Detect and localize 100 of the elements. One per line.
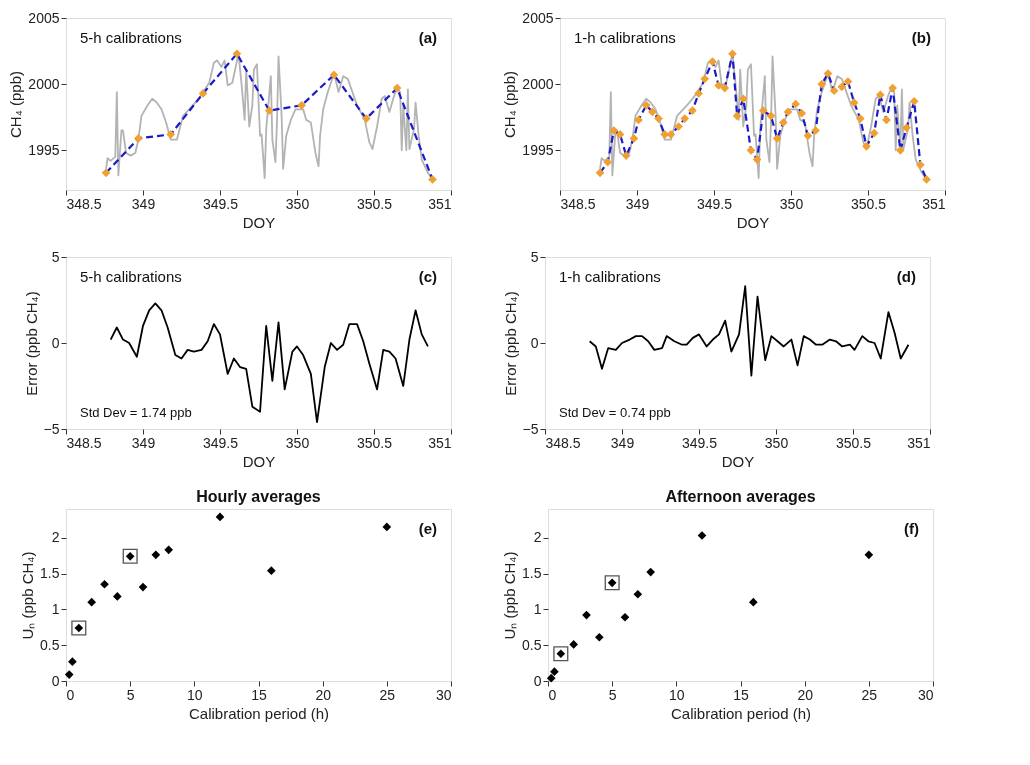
annotation: Std Dev = 0.74 ppb [559, 405, 671, 420]
point [215, 512, 225, 522]
x-tick-label: 351 [428, 434, 452, 451]
annotation: (c) [418, 268, 437, 285]
x-tick-label: 349 [131, 195, 156, 212]
line-series [588, 285, 910, 377]
x-tick-label: 349.5 [681, 434, 718, 451]
y-tick-label: 2000 [28, 75, 60, 92]
y-tick-label: 2 [533, 529, 542, 546]
x-tick-label: 348.5 [66, 434, 102, 451]
x-axis-title: DOY [242, 213, 276, 231]
x-tick-label: 30 [917, 686, 934, 703]
point [569, 640, 578, 649]
x-tick-label: 348.5 [545, 434, 581, 451]
point [267, 566, 276, 575]
annotation: 5-h calibrations [80, 268, 182, 285]
chart-title: Hourly averages [196, 488, 321, 505]
x-tick-label: 348.5 [560, 195, 596, 212]
point [382, 522, 392, 532]
x-tick-label: 350.5 [356, 434, 393, 451]
y-tick-label: 0.5 [40, 636, 60, 653]
annotation: (d) [896, 268, 916, 285]
x-tick-label: 351 [428, 195, 452, 212]
x-tick-label: 10 [669, 686, 685, 703]
x-tick-label: 20 [315, 686, 332, 703]
x-tick-label: 15 [733, 686, 749, 703]
y-tick-label: 1995 [28, 141, 60, 158]
x-tick-label: 350.5 [835, 434, 872, 451]
x-tick-label: 25 [379, 686, 396, 703]
y-tick-label: 0 [51, 672, 60, 689]
x-tick-label: 350.5 [850, 195, 887, 212]
x-tick-label: 10 [187, 686, 203, 703]
x-tick-label: 350 [779, 195, 804, 212]
point [620, 612, 630, 622]
y-tick-label: 1 [51, 600, 60, 617]
y-tick-label: 5 [51, 248, 60, 265]
y-axis-title: Error (ppb CH₄) [22, 291, 40, 396]
point [646, 567, 655, 577]
y-tick-label: 2005 [28, 9, 60, 26]
x-tick-label: 349.5 [202, 195, 239, 212]
x-tick-label: 5 [126, 686, 135, 703]
x-axis-title: DOY [721, 452, 755, 470]
x-tick-label: 349 [610, 434, 635, 451]
annotation: (b) [911, 29, 931, 46]
x-tick-label: 350 [285, 195, 310, 212]
point [546, 673, 556, 683]
point [164, 545, 173, 555]
point [550, 667, 559, 677]
y-tick-label: 0 [51, 334, 60, 351]
annotation: Std Dev = 1.74 ppb [80, 405, 192, 420]
x-tick-label: 15 [251, 686, 267, 703]
y-tick-label: 2000 [522, 75, 554, 92]
x-tick-label: 20 [797, 686, 814, 703]
x-axis-title: Calibration period (h) [670, 704, 812, 722]
y-axis-title: CH₄ (ppb) [7, 71, 25, 138]
point [151, 550, 161, 560]
y-tick-label: −5 [43, 420, 60, 437]
x-axis-title: DOY [242, 452, 276, 470]
annotation: (f) [904, 520, 919, 537]
chart-title: Afternoon averages [665, 488, 816, 505]
x-tick-label: 349 [131, 434, 156, 451]
y-tick-label: 1.5 [40, 565, 60, 581]
x-tick-label: 350 [285, 434, 310, 451]
x-tick-label: 349 [625, 195, 650, 212]
point [138, 582, 148, 592]
x-tick-label: 349.5 [696, 195, 733, 212]
point [87, 597, 96, 607]
point [864, 550, 874, 560]
x-tick-label: 348.5 [66, 195, 102, 212]
y-tick-label: 0 [533, 672, 542, 689]
y-tick-label: 2 [51, 529, 60, 546]
x-axis-title: Calibration period (h) [188, 704, 330, 722]
annotation: 5-h calibrations [80, 29, 182, 46]
x-tick-label: 351 [922, 195, 946, 212]
x-tick-label: 350.5 [356, 195, 393, 212]
point [113, 592, 122, 601]
x-tick-label: 25 [861, 686, 878, 703]
y-tick-label: 0 [530, 334, 539, 351]
point [633, 589, 643, 599]
x-tick-label: 5 [608, 686, 617, 703]
annotation: (e) [418, 520, 437, 537]
point [749, 597, 758, 607]
x-tick-label: 350 [764, 434, 789, 451]
y-tick-label: 1995 [522, 141, 554, 158]
point [100, 579, 109, 589]
x-tick-label: 30 [435, 686, 452, 703]
x-tick-label: 0 [66, 686, 75, 703]
y-tick-label: 1 [533, 600, 542, 617]
y-tick-label: −5 [522, 420, 539, 437]
point [595, 632, 604, 642]
y-tick-label: 1.5 [522, 565, 542, 581]
x-tick-label: 351 [907, 434, 931, 451]
x-tick-label: 349.5 [202, 434, 239, 451]
y-axis-title: CH₄ (ppb) [501, 71, 519, 138]
y-axis-title: Uₙ (ppb CH₄) [19, 551, 37, 640]
annotation: 1-h calibrations [559, 268, 661, 285]
y-tick-label: 5 [530, 248, 539, 265]
x-axis-title: DOY [736, 213, 770, 231]
annotation: (a) [418, 29, 437, 46]
y-axis-title: Error (ppb CH₄) [501, 291, 519, 396]
